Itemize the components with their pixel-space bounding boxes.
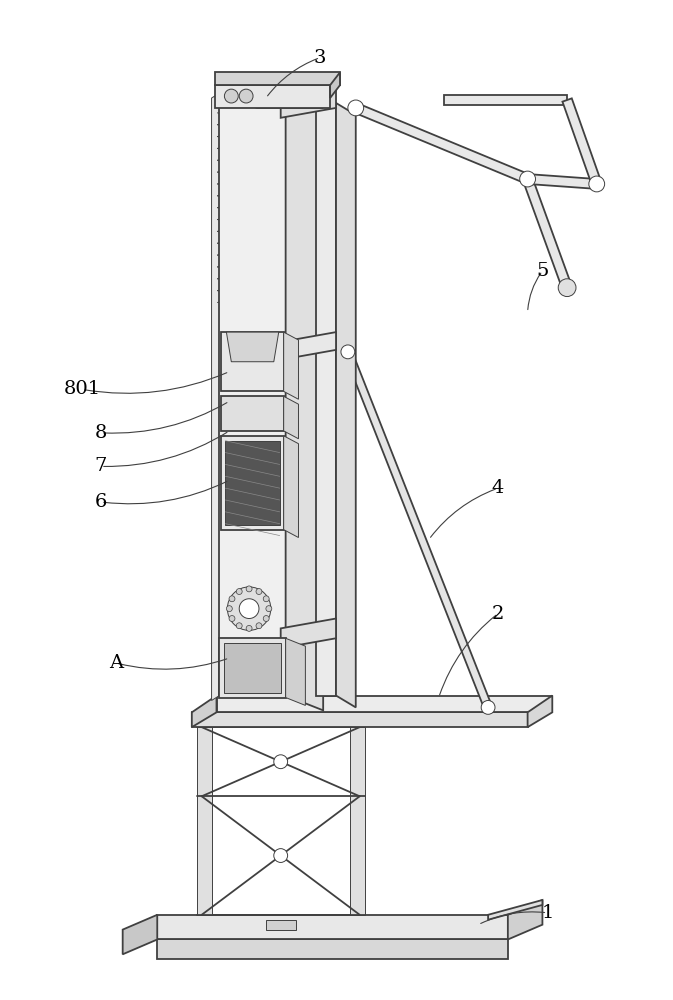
Text: 801: 801	[64, 380, 101, 398]
Polygon shape	[336, 103, 356, 707]
Polygon shape	[354, 103, 530, 184]
Polygon shape	[232, 113, 241, 648]
Polygon shape	[528, 696, 553, 727]
Polygon shape	[217, 696, 553, 712]
Polygon shape	[224, 643, 281, 693]
Text: 1: 1	[541, 904, 554, 922]
Circle shape	[256, 589, 262, 594]
Polygon shape	[215, 85, 330, 108]
Circle shape	[256, 623, 262, 629]
Polygon shape	[316, 103, 336, 696]
Circle shape	[236, 623, 242, 629]
Polygon shape	[221, 396, 283, 431]
Polygon shape	[283, 436, 299, 538]
Circle shape	[239, 599, 259, 619]
Text: 3: 3	[314, 49, 326, 67]
Circle shape	[348, 100, 363, 116]
Polygon shape	[508, 900, 542, 939]
Polygon shape	[285, 638, 306, 705]
Polygon shape	[488, 900, 542, 920]
Polygon shape	[444, 95, 567, 105]
Circle shape	[226, 606, 232, 612]
Polygon shape	[215, 72, 340, 85]
Polygon shape	[197, 727, 211, 915]
Circle shape	[274, 849, 287, 862]
Polygon shape	[281, 90, 336, 118]
Polygon shape	[283, 396, 299, 439]
Polygon shape	[281, 332, 336, 360]
Circle shape	[246, 625, 252, 631]
Polygon shape	[221, 332, 283, 391]
Polygon shape	[523, 177, 572, 289]
Polygon shape	[219, 93, 323, 108]
Circle shape	[520, 171, 536, 187]
Polygon shape	[285, 93, 323, 710]
Polygon shape	[266, 717, 295, 727]
Polygon shape	[281, 619, 336, 648]
Polygon shape	[157, 915, 508, 939]
Circle shape	[263, 616, 269, 621]
Circle shape	[481, 700, 495, 714]
Circle shape	[239, 89, 253, 103]
Circle shape	[341, 345, 355, 359]
Text: A: A	[109, 654, 123, 672]
Polygon shape	[226, 332, 279, 362]
Polygon shape	[266, 920, 295, 930]
Polygon shape	[211, 93, 219, 700]
Circle shape	[246, 586, 252, 592]
Polygon shape	[330, 72, 340, 98]
Polygon shape	[192, 712, 528, 727]
Polygon shape	[350, 727, 365, 915]
Polygon shape	[122, 915, 157, 954]
Text: 5: 5	[536, 262, 548, 280]
Polygon shape	[225, 441, 280, 525]
Text: 4: 4	[492, 479, 504, 497]
Circle shape	[236, 589, 242, 594]
Circle shape	[229, 616, 235, 621]
Circle shape	[227, 587, 271, 630]
Circle shape	[266, 606, 272, 612]
Text: 8: 8	[95, 424, 107, 442]
Circle shape	[263, 596, 269, 602]
Text: 7: 7	[95, 457, 107, 475]
Text: 6: 6	[95, 493, 107, 511]
Circle shape	[224, 89, 238, 103]
Text: 2: 2	[492, 605, 504, 623]
Polygon shape	[157, 939, 508, 959]
Polygon shape	[221, 436, 283, 530]
Polygon shape	[219, 638, 285, 698]
Circle shape	[589, 176, 604, 192]
Polygon shape	[563, 98, 602, 186]
Polygon shape	[346, 346, 490, 713]
Circle shape	[274, 755, 287, 769]
Polygon shape	[283, 332, 299, 399]
Circle shape	[229, 596, 235, 602]
Polygon shape	[219, 93, 285, 696]
Polygon shape	[192, 696, 217, 727]
Polygon shape	[264, 113, 274, 648]
Polygon shape	[527, 174, 597, 189]
Circle shape	[558, 279, 576, 297]
